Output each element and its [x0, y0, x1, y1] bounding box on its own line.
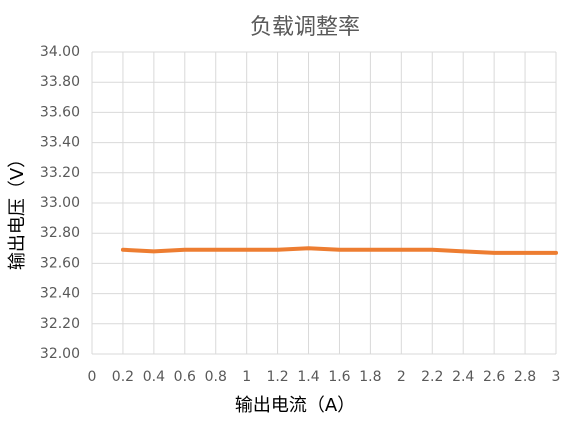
x-tick-label: 2 [397, 369, 406, 385]
x-tick-label: 0.2 [112, 369, 134, 385]
x-tick-label: 3 [552, 369, 561, 385]
y-tick-label: 32.80 [40, 225, 80, 241]
y-tick-label: 33.00 [40, 195, 80, 211]
y-tick-label: 32.40 [40, 286, 80, 302]
y-tick-label: 33.60 [40, 104, 80, 120]
x-tick-label: 1.4 [297, 369, 319, 385]
y-tick-label: 32.00 [40, 346, 80, 362]
x-tick-label: 0.6 [174, 369, 196, 385]
y-axis-label: 输出电压（V） [7, 150, 28, 270]
x-tick-label: 1.2 [266, 369, 288, 385]
y-tick-label: 33.20 [40, 165, 80, 181]
x-tick-label: 1 [242, 369, 251, 385]
x-tick-label: 2.2 [421, 369, 443, 385]
y-tick-label: 32.20 [40, 316, 80, 332]
x-axis-label: 输出电流（A） [235, 395, 355, 416]
data-line [120, 246, 558, 255]
x-tick-label: 0.4 [143, 369, 165, 385]
y-tick-label: 34.00 [40, 44, 80, 60]
x-tick-label: 1.8 [359, 369, 381, 385]
x-tick-label: 2.6 [483, 369, 505, 385]
y-tick-label: 33.40 [40, 135, 80, 151]
x-tick-label: 2.8 [514, 369, 536, 385]
x-tick-label: 1.6 [328, 369, 350, 385]
chart-title: 负载调整率 [250, 15, 360, 40]
x-tick-label: 0.8 [205, 369, 227, 385]
x-tick-label: 0 [88, 369, 97, 385]
x-tick-label: 2.4 [452, 369, 474, 385]
y-tick-label: 33.80 [40, 74, 80, 90]
y-tick-label: 32.60 [40, 255, 80, 271]
